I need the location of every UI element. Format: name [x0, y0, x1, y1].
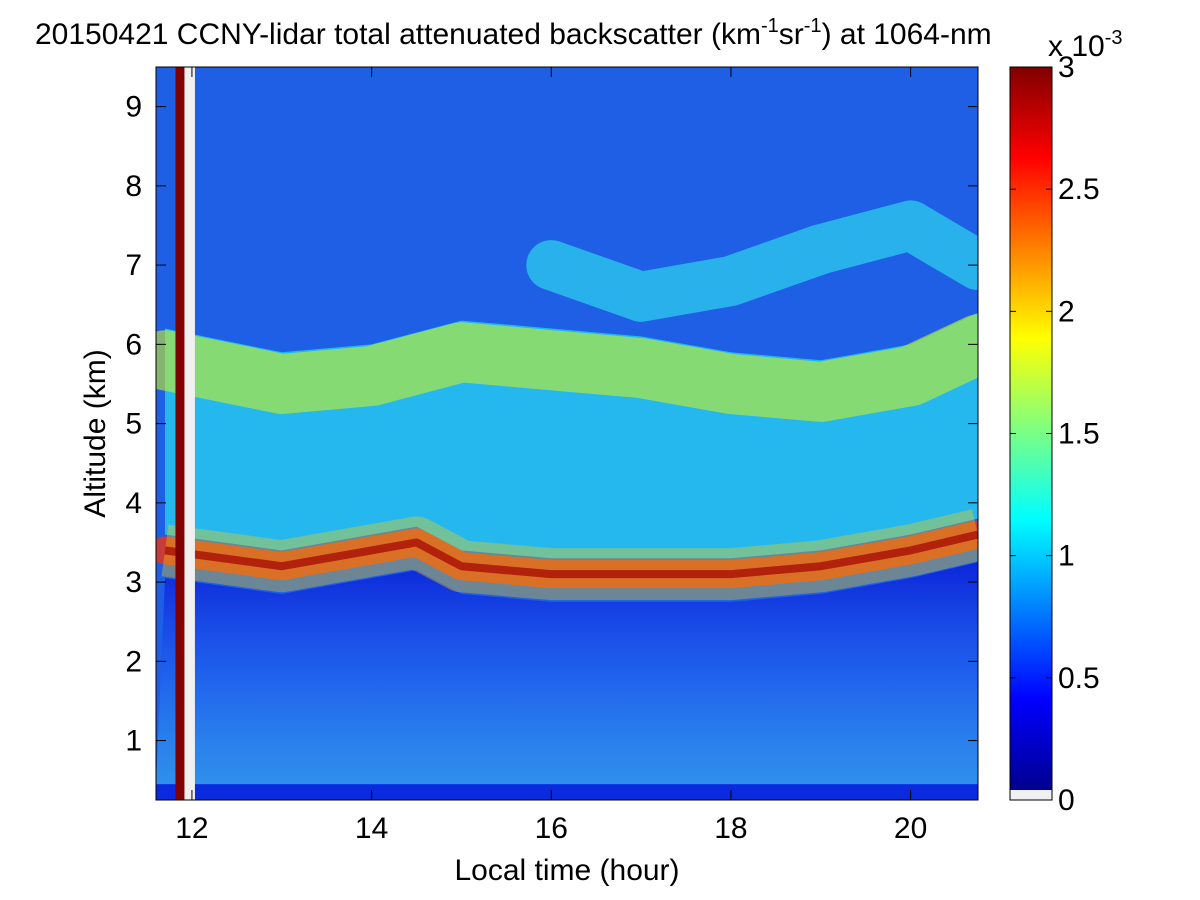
y-tick-label: 6 — [125, 328, 142, 361]
missing-column — [184, 67, 191, 800]
boundary-layer-region — [156, 562, 978, 785]
y-tick-label: 4 — [125, 487, 142, 520]
x-tick-label: 14 — [355, 812, 388, 845]
colorbar-tick-label: 2 — [1058, 295, 1075, 328]
y-tick-label: 3 — [125, 566, 142, 599]
y-tick-label: 2 — [125, 645, 142, 678]
colorbar-tick-label: 0 — [1058, 784, 1075, 817]
heatmap — [156, 67, 978, 800]
chart-title: 20150421 CCNY-lidar total attenuated bac… — [35, 15, 992, 51]
colorbar-tick-label: 1.5 — [1058, 418, 1100, 451]
layer-line-2 — [526, 200, 978, 322]
y-axis-label: Altitude (km) — [79, 349, 112, 517]
x-tick-label: 12 — [175, 812, 208, 845]
missing-column — [188, 67, 195, 800]
x-tick-label: 18 — [714, 812, 747, 845]
layer-core-0 — [164, 530, 978, 579]
x-axis: 12 14 16 18 20 — [175, 67, 927, 845]
y-tick-label: 1 — [125, 725, 142, 758]
x-tick-label: 16 — [535, 812, 568, 845]
saturated-column — [175, 67, 182, 800]
y-tick-label: 7 — [125, 249, 142, 282]
colorbar-gradient — [1010, 67, 1052, 790]
colorbar-tick-label: 0.5 — [1058, 662, 1100, 695]
y-tick-label: 9 — [125, 91, 142, 124]
plot-frame — [155, 66, 979, 801]
colorbar-tick-label: 1 — [1058, 540, 1075, 573]
colorbar-missing-swatch — [1010, 790, 1052, 800]
x-tick-label: 20 — [894, 812, 927, 845]
y-axis: 1 2 3 4 5 6 7 8 9 — [125, 91, 978, 758]
x-axis-label: Local time (hour) — [454, 854, 679, 887]
colorbar-ticks: 0 0.5 1 1.5 2 2.5 3 — [1010, 51, 1100, 817]
y-tick-label: 5 — [125, 408, 142, 441]
layer-line-1 — [156, 314, 978, 422]
colorbar-tick-label: 3 — [1058, 51, 1075, 84]
heatmap-bottom-bins — [156, 784, 978, 800]
colorbar-tick-label: 2.5 — [1058, 173, 1100, 206]
y-tick-label: 8 — [125, 170, 142, 203]
saturated-column — [179, 67, 186, 800]
colorbar: 0 0.5 1 1.5 2 2.5 3 x 10-3 — [1009, 27, 1123, 817]
colorbar-multiplier: x 10-3 — [1048, 27, 1123, 63]
